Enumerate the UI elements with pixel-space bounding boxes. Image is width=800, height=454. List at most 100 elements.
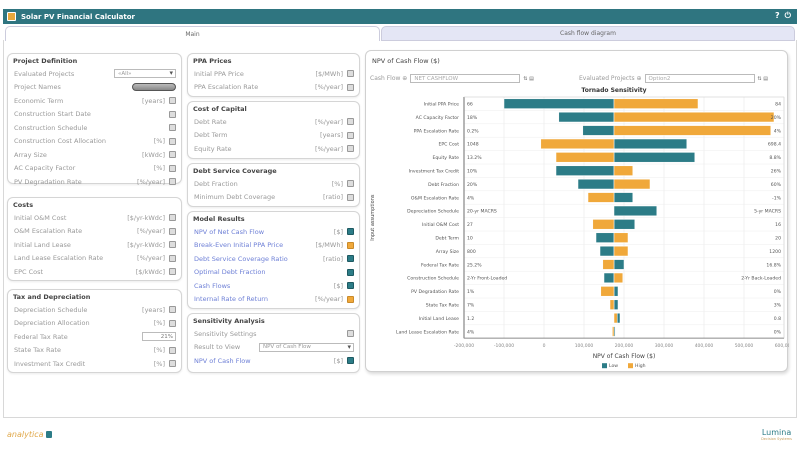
low-value-label: 66 bbox=[467, 102, 473, 108]
bar-low bbox=[503, 98, 615, 109]
result-icon[interactable] bbox=[347, 255, 354, 263]
low-value-label: 20-yr MACRS bbox=[467, 209, 497, 215]
result-link[interactable]: Internal Rate of Return bbox=[194, 295, 268, 304]
ppa-prices-panel: PPA Prices Initial PPA Price [$/MWh] PPA E… bbox=[187, 53, 360, 97]
bar-high bbox=[613, 111, 775, 123]
unit-label: [$/MWh] bbox=[315, 69, 343, 78]
result-icon[interactable] bbox=[347, 241, 354, 249]
edit-table-icon[interactable] bbox=[169, 254, 176, 262]
x-tick-label: 100,000 bbox=[575, 343, 594, 349]
cash-flow-select[interactable]: NET CASHFLOW bbox=[410, 74, 521, 83]
main-frame bbox=[3, 40, 797, 418]
bar-low bbox=[613, 205, 658, 217]
unit-label: [ratio] bbox=[322, 193, 343, 202]
row-label: Initial PPA Price bbox=[424, 102, 459, 108]
edit-table-icon[interactable] bbox=[169, 214, 176, 222]
low-value-label: 1.2 bbox=[467, 316, 474, 322]
edit-table-icon[interactable] bbox=[169, 178, 176, 186]
result-icon[interactable] bbox=[347, 295, 354, 303]
edit-table-icon[interactable] bbox=[347, 131, 354, 139]
field-label: Investment Tax Credit bbox=[14, 359, 86, 368]
edit-table-icon[interactable] bbox=[169, 241, 176, 249]
result-icon[interactable] bbox=[347, 357, 354, 365]
field-label: Evaluated Projects bbox=[14, 69, 75, 78]
edit-table-icon[interactable] bbox=[347, 180, 354, 188]
edit-table-icon[interactable] bbox=[347, 83, 354, 91]
tab-main[interactable]: Main bbox=[5, 26, 380, 41]
tab-cash-flow-diagram[interactable]: Cash flow diagram bbox=[381, 26, 795, 41]
app-title: Solar PV Financial Calculator bbox=[21, 12, 135, 21]
project-definition-panel: Project Definition Evaluated Projects «A… bbox=[7, 53, 182, 186]
result-link[interactable]: Optimal Debt Fraction bbox=[194, 268, 266, 277]
result-icon[interactable] bbox=[347, 228, 354, 236]
power-icon[interactable]: ⏻ bbox=[784, 11, 791, 20]
unit-label: [%] bbox=[153, 359, 165, 368]
edit-table-icon[interactable] bbox=[347, 193, 354, 201]
bar-low bbox=[613, 152, 696, 163]
low-value-label: 4% bbox=[467, 329, 475, 335]
project-names-button[interactable] bbox=[132, 83, 176, 92]
edit-table-icon[interactable] bbox=[347, 118, 354, 126]
evaluated-projects-chart-select[interactable]: Option2 bbox=[644, 74, 755, 83]
panel-title: Project Definition bbox=[13, 57, 78, 65]
unit-label: [$] bbox=[333, 356, 343, 365]
edit-table-icon[interactable] bbox=[169, 268, 176, 276]
row-label: Federal Tax Rate bbox=[421, 262, 459, 268]
cash-flow-control: Cash Flow ⊕ NET CASHFLOW ⇅ ▤ bbox=[370, 74, 534, 83]
high-value-label: 1200 bbox=[769, 249, 781, 255]
edit-table-icon[interactable] bbox=[347, 70, 354, 78]
bar-high bbox=[613, 98, 699, 109]
edit-table-icon[interactable] bbox=[169, 151, 176, 159]
input-row: PPA Escalation Rate [%/year] bbox=[188, 81, 359, 95]
bar-high bbox=[609, 299, 615, 310]
low-value-label: 0.2% bbox=[467, 128, 479, 134]
input-row: Initial Land Lease [$/yr-kWdc] bbox=[8, 238, 181, 252]
field-label: Initial O&M Cost bbox=[14, 213, 67, 222]
result-link[interactable]: Debt Service Coverage Ratio bbox=[194, 254, 288, 263]
help-icon[interactable]: ? bbox=[775, 11, 780, 20]
input-row: Debt Term [years] bbox=[188, 129, 359, 143]
bar-low bbox=[603, 272, 615, 284]
field-label: Debt Fraction bbox=[194, 179, 238, 188]
lock-icon bbox=[45, 431, 52, 438]
panel-title: Debt Service Coverage bbox=[193, 167, 277, 175]
result-link[interactable]: Break-Even Initial PPA Price bbox=[194, 241, 284, 250]
result-link[interactable]: NPV of Cash Flow bbox=[194, 356, 251, 365]
bar-high bbox=[613, 125, 772, 136]
evaluated-projects-select[interactable]: «All» bbox=[114, 69, 176, 79]
field-label: Debt Term bbox=[194, 131, 228, 140]
result-to-view-select[interactable]: NPV of Cash Flow bbox=[259, 342, 354, 352]
low-value-label: 800 bbox=[467, 249, 476, 255]
result-link[interactable]: Cash Flows bbox=[194, 281, 231, 290]
tab-bar: Main Cash flow diagram bbox=[3, 26, 797, 41]
result-icon[interactable] bbox=[347, 268, 354, 276]
plot-frame bbox=[463, 96, 785, 339]
edit-table-icon[interactable] bbox=[169, 110, 176, 118]
panel-title: Tax and Depreciation bbox=[13, 293, 91, 301]
edit-table-icon[interactable] bbox=[169, 346, 176, 354]
edit-table-icon[interactable] bbox=[169, 306, 176, 314]
pivot-icons[interactable]: ⇅ ▤ bbox=[757, 75, 769, 82]
edit-table-icon[interactable] bbox=[169, 137, 176, 145]
edit-table-icon[interactable] bbox=[169, 227, 176, 235]
edit-table-icon[interactable] bbox=[169, 164, 176, 172]
x-tick-label: 600,000 bbox=[775, 343, 789, 349]
edit-table-icon[interactable] bbox=[169, 97, 176, 105]
edit-table-icon[interactable] bbox=[347, 145, 354, 153]
result-link[interactable]: NPV of Net Cash Flow bbox=[194, 227, 265, 236]
edit-table-icon[interactable] bbox=[169, 360, 176, 368]
input-row: Depreciation Schedule [years] bbox=[8, 303, 181, 317]
bar-high bbox=[613, 165, 634, 176]
edit-table-icon[interactable] bbox=[169, 124, 176, 132]
unit-label: [%/year] bbox=[315, 144, 343, 153]
pivot-icons[interactable]: ⇅ ▤ bbox=[523, 75, 534, 82]
edit-table-icon[interactable] bbox=[169, 319, 176, 327]
result-icon[interactable] bbox=[347, 282, 354, 290]
x-tick-label: 200,000 bbox=[615, 343, 634, 349]
value-input[interactable]: 21% bbox=[142, 332, 176, 342]
unit-label: [years] bbox=[142, 305, 165, 314]
high-value-label: 16.8% bbox=[766, 262, 781, 268]
edit-table-icon[interactable] bbox=[347, 330, 354, 338]
legend-label: Low bbox=[609, 363, 618, 369]
select-value: «All» bbox=[118, 70, 132, 77]
